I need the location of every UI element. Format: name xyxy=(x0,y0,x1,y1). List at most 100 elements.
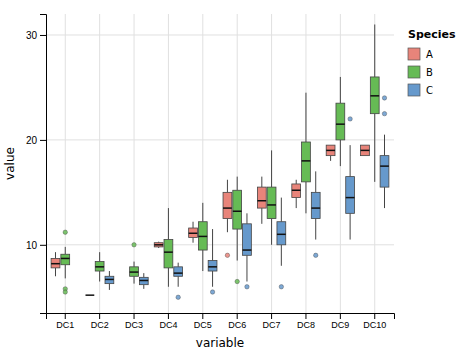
whisker-high xyxy=(281,198,282,222)
box xyxy=(154,242,163,248)
box-body xyxy=(139,277,148,284)
median xyxy=(105,279,114,281)
box xyxy=(277,198,286,289)
median xyxy=(61,258,70,260)
flier xyxy=(210,290,214,294)
median xyxy=(223,207,232,209)
whisker-low xyxy=(237,229,238,260)
y-tick-mark xyxy=(40,245,46,246)
box xyxy=(233,177,242,284)
y-axis: 10 20 30 xyxy=(26,15,47,314)
median xyxy=(130,271,139,273)
box-body xyxy=(189,228,198,237)
box xyxy=(361,145,370,155)
whisker-low xyxy=(168,268,169,287)
x-tick: DC2 xyxy=(91,313,109,330)
median xyxy=(326,150,335,152)
median xyxy=(164,251,173,253)
flier xyxy=(63,230,67,234)
box-body xyxy=(267,187,276,218)
x-tick-mark xyxy=(134,313,135,319)
flier xyxy=(279,285,283,289)
median xyxy=(292,190,301,192)
flier xyxy=(225,253,229,257)
x-tick-mark xyxy=(271,313,272,319)
box-body xyxy=(154,243,163,247)
whisker-high xyxy=(109,271,110,276)
x-tick-mark xyxy=(305,313,306,319)
x-tick-mark xyxy=(374,313,375,319)
box xyxy=(130,243,139,284)
legend-label: C xyxy=(426,85,433,96)
legend: SpeciesABC xyxy=(408,28,456,96)
whisker-low xyxy=(305,182,306,213)
legend-label: A xyxy=(426,49,433,60)
y-tick: 10 xyxy=(26,240,46,251)
box-body xyxy=(346,177,355,214)
median xyxy=(139,280,148,282)
whisker-high xyxy=(168,208,169,239)
legend-label: B xyxy=(426,67,433,78)
whisker-high xyxy=(55,252,56,258)
box xyxy=(370,24,379,181)
median xyxy=(361,150,370,152)
whisker-high xyxy=(227,180,228,193)
whisker-high xyxy=(350,145,351,176)
whisker-low xyxy=(271,219,272,245)
y-axis-title: value xyxy=(3,147,17,180)
x-tick: DC3 xyxy=(125,313,143,330)
whisker-low xyxy=(350,213,351,239)
flier xyxy=(63,290,67,294)
whisker-low xyxy=(315,219,316,240)
box-body xyxy=(95,262,104,271)
box xyxy=(189,222,198,243)
whisker-high xyxy=(315,171,316,192)
box xyxy=(61,230,70,294)
box xyxy=(346,117,355,240)
legend-swatch xyxy=(408,84,420,96)
chart-container: DC1DC2DC3DC4DC5DC6DC7DC8DC9DC10102030var… xyxy=(0,0,474,355)
whisker-high xyxy=(261,177,262,187)
y-tick: 20 xyxy=(26,135,46,146)
box-body xyxy=(292,184,301,198)
y-tick: 30 xyxy=(26,30,46,41)
box xyxy=(326,145,335,161)
whisker-low xyxy=(134,276,135,283)
whisker-high xyxy=(134,262,135,267)
box xyxy=(311,171,320,257)
box-body xyxy=(380,156,389,187)
box xyxy=(208,229,217,294)
x-grid-line xyxy=(237,14,238,313)
x-axis: DC1DC2DC3DC4DC5DC6DC7DC8DC9DC10 xyxy=(47,313,395,330)
box-body xyxy=(233,190,242,229)
x-tick-label: DC9 xyxy=(331,320,349,330)
whisker-low xyxy=(55,268,56,276)
whisker-low xyxy=(178,276,179,286)
whisker-low xyxy=(384,187,385,208)
x-tick-mark xyxy=(99,313,100,319)
median xyxy=(311,207,320,209)
whisker-high xyxy=(99,252,100,261)
median xyxy=(95,266,104,268)
legend-item: C xyxy=(408,84,433,96)
median xyxy=(208,266,217,268)
x-tick-label: DC2 xyxy=(91,320,109,330)
y-tick-mark xyxy=(40,140,46,141)
box-body xyxy=(174,267,183,276)
box-body xyxy=(61,254,70,264)
whisker-low xyxy=(281,245,282,266)
whisker-low xyxy=(246,255,247,281)
whisker-high xyxy=(305,93,306,142)
x-tick-mark xyxy=(65,313,66,319)
box-body xyxy=(302,142,311,182)
box xyxy=(85,295,94,296)
x-grid-line xyxy=(202,14,203,313)
median xyxy=(198,236,207,238)
whisker-low xyxy=(99,271,100,281)
x-axis-title: variable xyxy=(196,336,244,350)
box xyxy=(336,77,345,166)
box xyxy=(292,180,301,208)
whisker-high xyxy=(296,180,297,184)
x-tick-label: DC4 xyxy=(159,320,177,330)
x-tick: DC9 xyxy=(331,313,349,330)
